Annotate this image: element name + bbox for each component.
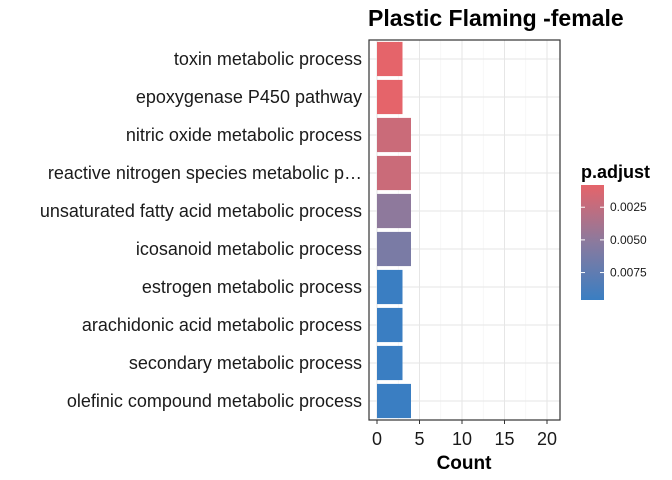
category-label: estrogen metabolic process <box>142 277 362 297</box>
category-label: unsaturated fatty acid metabolic process <box>40 201 362 221</box>
x-tick-label: 0 <box>372 429 382 449</box>
legend-tick-label: 0.0050 <box>610 233 647 247</box>
category-label: toxin metabolic process <box>174 49 362 69</box>
bar <box>377 155 411 191</box>
x-tick-label: 5 <box>414 429 424 449</box>
bar <box>377 345 403 381</box>
category-label: nitric oxide metabolic process <box>126 125 362 145</box>
category-label: epoxygenase P450 pathway <box>136 87 362 107</box>
category-label: reactive nitrogen species metabolic p… <box>48 163 362 183</box>
category-label: icosanoid metabolic process <box>136 239 362 259</box>
panel-border <box>368 39 561 421</box>
category-label: secondary metabolic process <box>129 353 362 373</box>
bar <box>377 117 411 153</box>
bar <box>377 41 403 77</box>
bar <box>377 193 411 229</box>
category-labels: toxin metabolic process epoxygenase P450 … <box>40 49 362 411</box>
category-label: olefinic compound metabolic process <box>67 391 362 411</box>
legend-tick-label: 0.0025 <box>610 200 647 214</box>
chart-title: Plastic Flaming -female <box>368 5 624 31</box>
bar <box>377 231 411 267</box>
legend-tick-label: 0.0075 <box>610 266 647 280</box>
x-tick-label: 15 <box>494 429 514 449</box>
x-axis-label: Count <box>437 453 493 474</box>
color-legend: p.adjust 0.0025 0.0050 0.0075 <box>581 162 650 300</box>
bar <box>377 307 403 343</box>
bar <box>377 79 403 115</box>
x-axis-ticks: 0 5 10 15 20 <box>372 420 557 449</box>
category-label: arachidonic acid metabolic process <box>82 315 362 335</box>
bar <box>377 383 411 419</box>
bars <box>377 41 411 419</box>
bar <box>377 269 403 305</box>
x-tick-label: 20 <box>537 429 557 449</box>
x-tick-label: 10 <box>452 429 472 449</box>
legend-title: p.adjust <box>581 162 650 182</box>
legend-colorbar <box>581 185 604 300</box>
